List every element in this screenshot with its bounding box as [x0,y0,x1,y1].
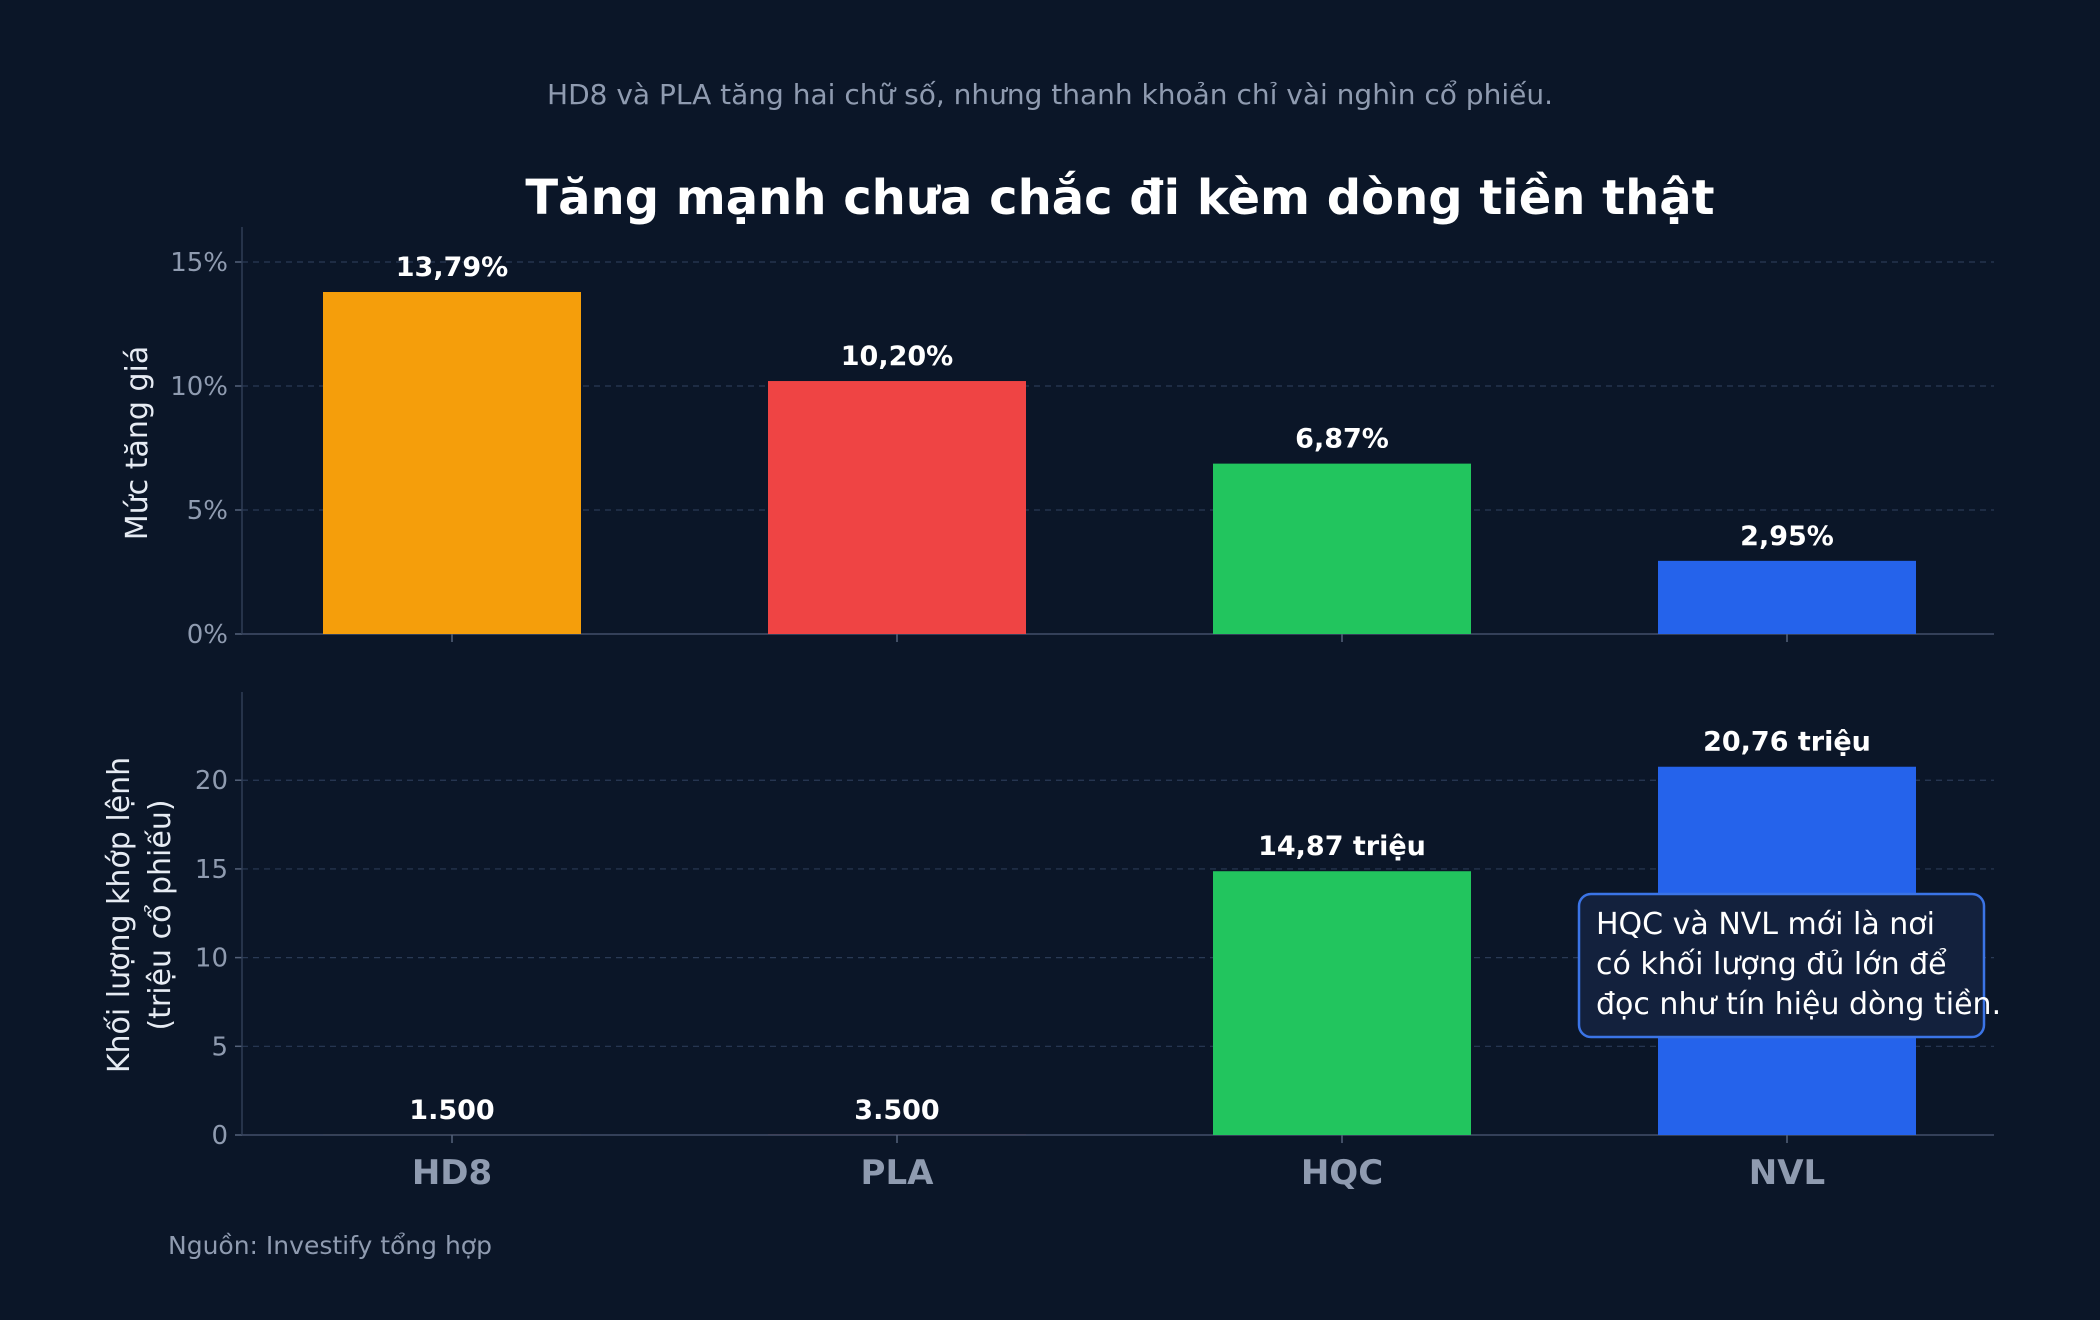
price-change-panel: 0% 5% 10% 15% 13,79% 10,20% 6,87% 2,95% [170,227,1994,650]
data-label-nvl: 2,95% [1740,521,1834,552]
bar-hqc [1213,871,1471,1135]
y-tick-label: 5 [211,1032,228,1062]
volume-axis-label-line2: (triệu cổ phiếu) [142,799,178,1030]
price-change-axis-label: Mức tăng giá [120,346,155,540]
volume-panel: 0 5 10 15 20 1.500 HD8 3.500 PLA 14,87 triệu HQC 20… [195,692,1994,1193]
source-note: Nguồn: Investify tổng hợp [168,1231,492,1260]
data-label-hqc: 6,87% [1295,424,1389,455]
volume-axis-label-line1: Khối lượng khớp lệnh [102,757,137,1073]
annotation-frame [1577,892,1986,1039]
chart-title: Tăng mạnh chưa chắc đi kèm dòng tiền thậ… [525,170,1714,226]
bar-hqc [1213,463,1471,634]
bar-hd8 [323,292,581,634]
chart-subtitle: HD8 và PLA tăng hai chữ số, nhưng thanh … [547,78,1553,111]
annotation-line-1: HQC và NVL mới là nơi [1596,907,1935,942]
annotation-line-3: đọc như tín hiệu dòng tiền. [1596,987,2001,1022]
data-label-nvl: 20,76 triệu [1703,727,1871,758]
data-label-pla: 10,20% [841,341,953,372]
annotation-box: HQC và NVL mới là nơi có khối lượng đủ l… [1577,892,2001,1039]
x-tick-label-pla: PLA [861,1153,935,1193]
y-tick-label: 0% [187,620,228,650]
data-label-pla: 3.500 [854,1095,939,1126]
x-tick-label-hd8: HD8 [412,1153,492,1193]
y-tick-label: 0 [211,1121,228,1151]
y-tick-label: 5% [187,496,228,526]
data-label-hd8: 13,79% [396,252,508,283]
bar-nvl [1658,560,1916,634]
y-tick-label: 20 [195,766,228,796]
data-label-hqc: 14,87 triệu [1258,831,1426,862]
annotation-line-2: có khối lượng đủ lớn để [1596,946,1947,982]
y-tick-label: 15% [170,248,228,278]
x-tick-label-nvl: NVL [1749,1153,1825,1193]
y-tick-label: 15 [195,855,228,885]
y-tick-label: 10 [195,944,228,974]
y-tick-label: 10% [170,372,228,402]
data-label-hd8: 1.500 [409,1095,494,1126]
x-tick-label-hqc: HQC [1301,1153,1383,1193]
bar-pla [768,381,1026,634]
